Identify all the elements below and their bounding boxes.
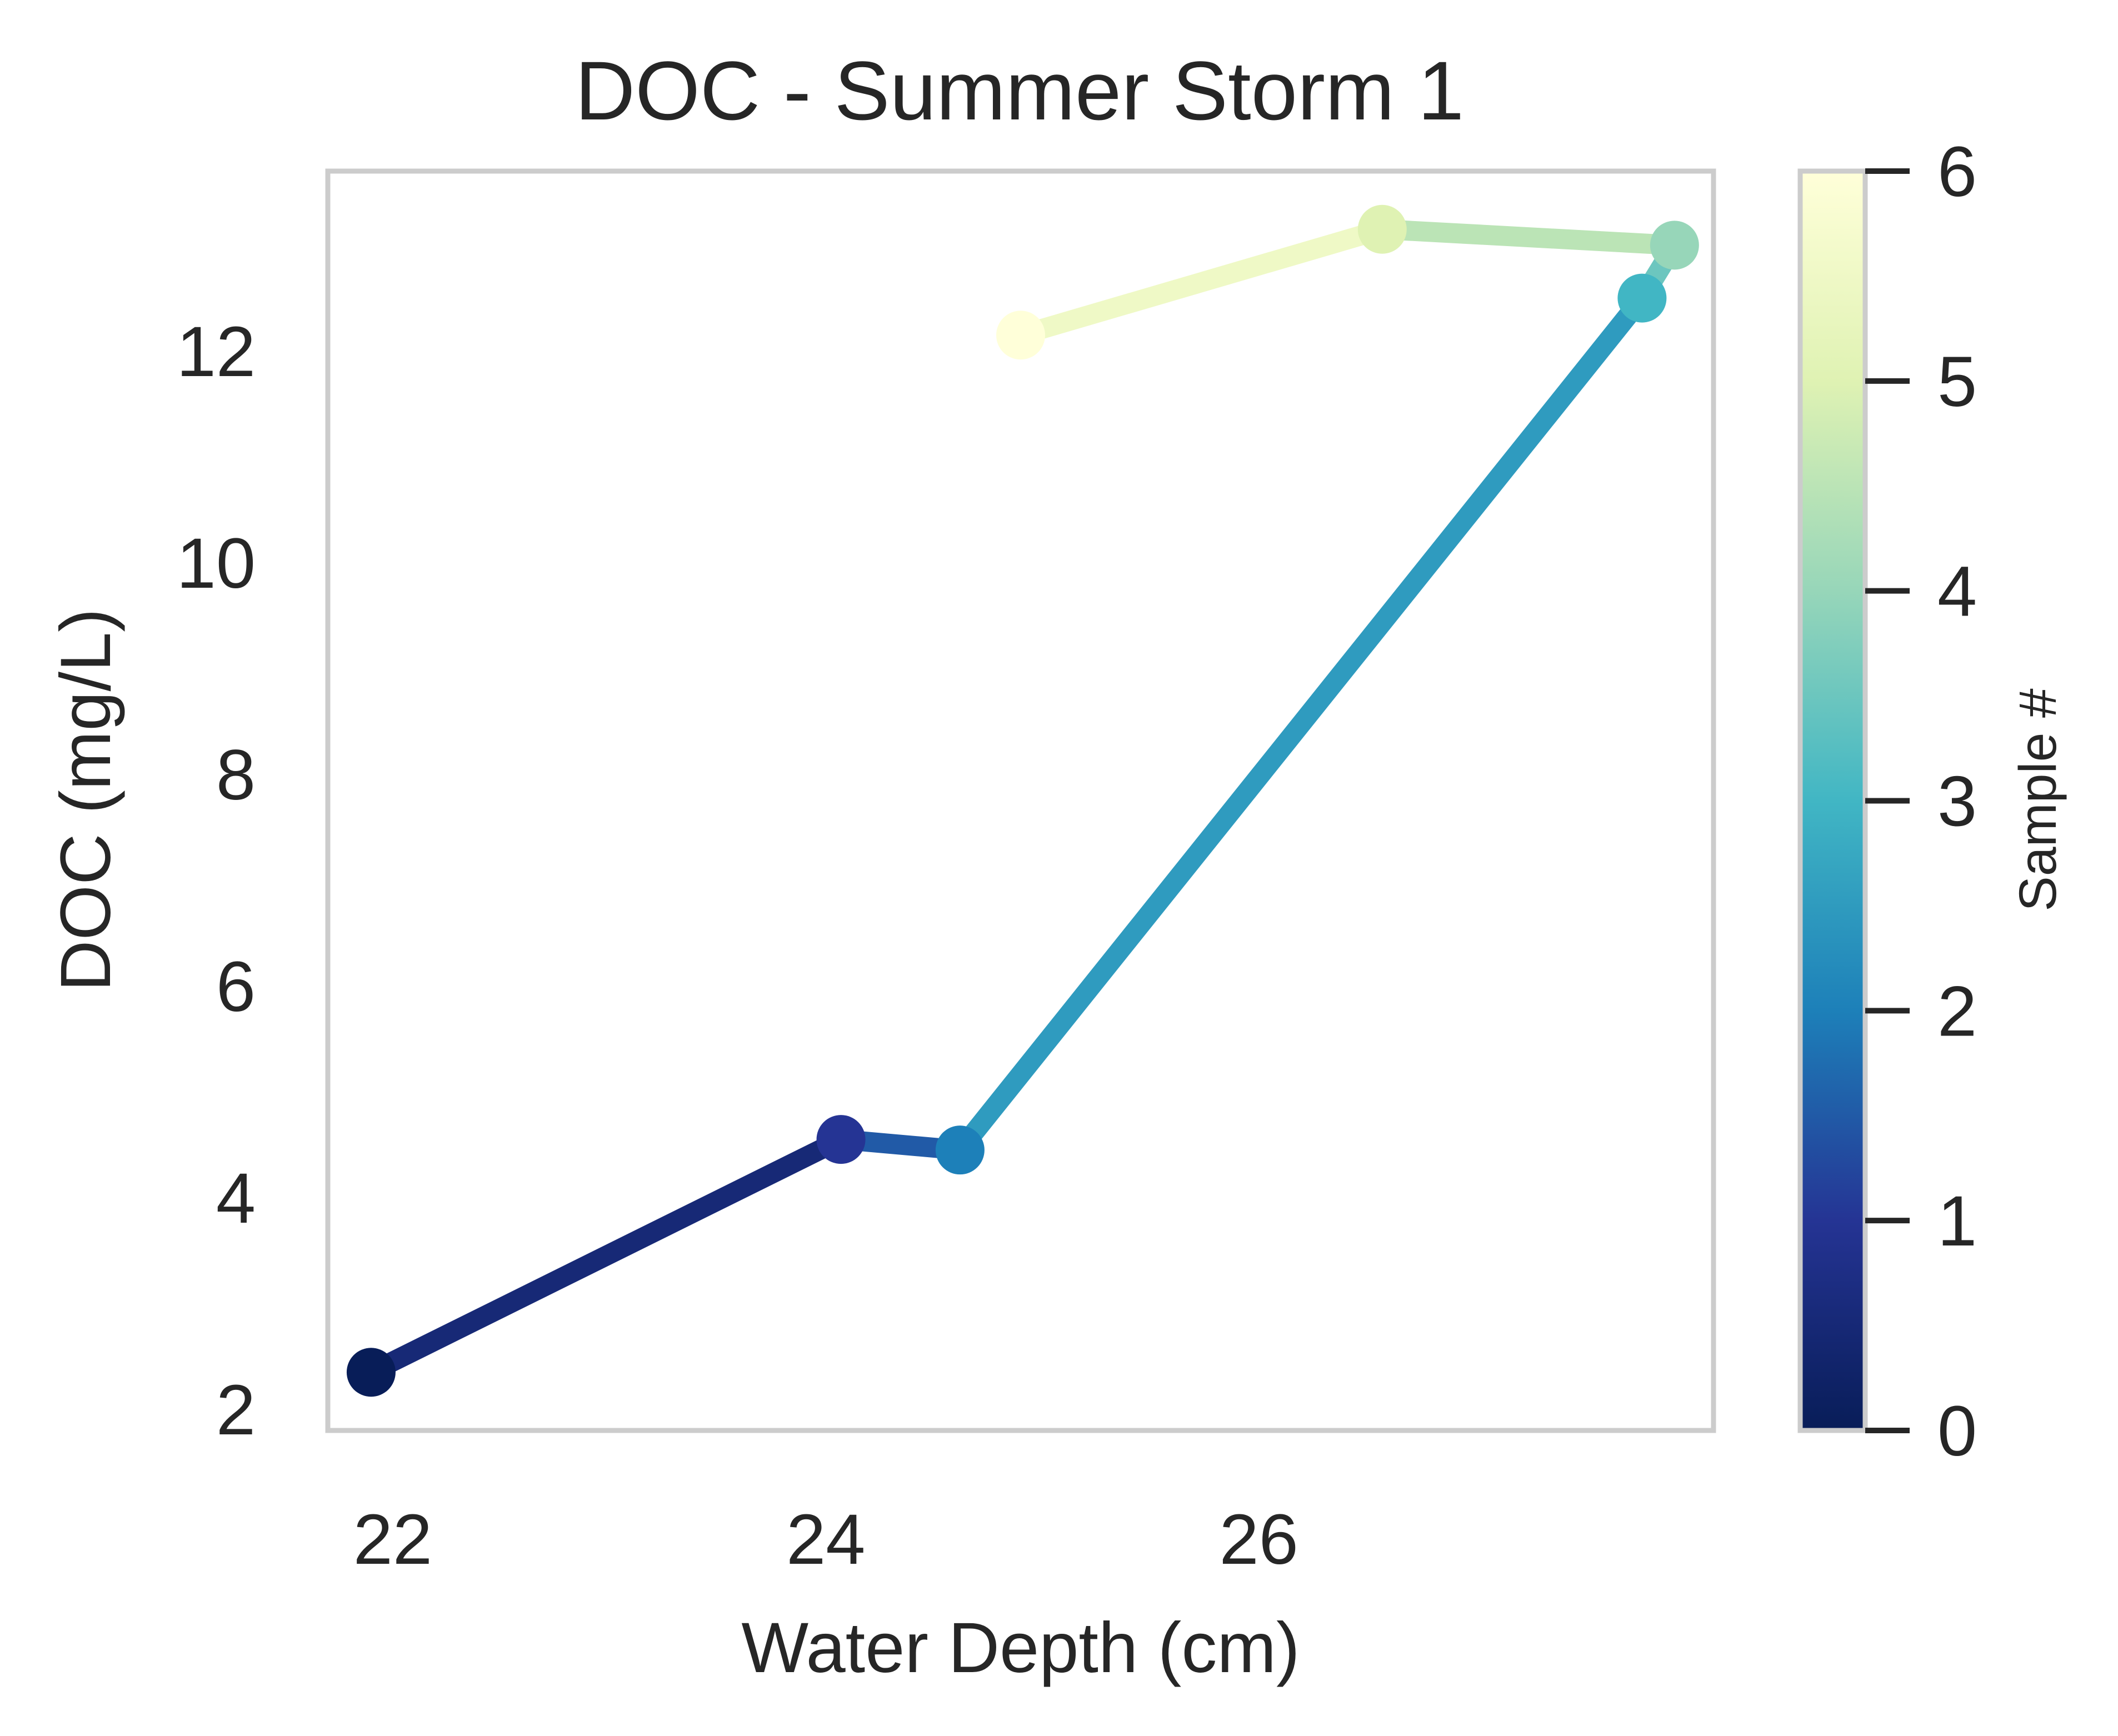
line-segment	[1381, 219, 1675, 256]
marker-series	[346, 204, 1699, 1397]
x-axis-label: Water Depth (cm)	[741, 1608, 1300, 1688]
line-series	[366, 219, 1684, 1382]
y-tick-label: 12	[177, 312, 256, 392]
y-tick-label: 4	[216, 1159, 256, 1238]
data-point	[1650, 221, 1699, 270]
colorbar	[1797, 168, 1868, 1433]
y-axis-ticks: 2 4 6 8 10 12	[177, 312, 256, 1450]
colorbar-tick-label: 3	[1937, 762, 1977, 842]
data-point	[1617, 273, 1667, 323]
chart-title: DOC - Summer Storm 1	[575, 44, 1464, 137]
y-tick-label: 10	[177, 524, 256, 603]
colorbar-ticks: 0 1 2 3 4 5 6	[1865, 132, 1977, 1471]
x-axis-ticks: 22 24 26	[353, 1500, 1298, 1579]
line-segment	[1017, 219, 1385, 345]
x-tick-label: 24	[786, 1500, 865, 1579]
x-tick-label: 22	[353, 1500, 432, 1579]
y-tick-label: 6	[216, 947, 256, 1027]
y-axis-label: DOC (mg/L)	[46, 608, 126, 992]
y-tick-label: 2	[216, 1370, 256, 1450]
colorbar-tick-label: 4	[1937, 552, 1977, 632]
data-point	[816, 1115, 866, 1164]
colorbar-tick-label: 5	[1937, 342, 1977, 422]
plot-area	[325, 168, 1716, 1433]
data-point	[346, 1348, 396, 1397]
colorbar-tick-label: 6	[1937, 132, 1977, 212]
colorbar-tick-label: 0	[1937, 1392, 1977, 1471]
line-segment	[366, 1130, 846, 1382]
line-segment	[952, 292, 1650, 1157]
x-tick-label: 26	[1219, 1500, 1298, 1579]
colorbar-tick-label: 1	[1937, 1182, 1977, 1261]
colorbar-tick-label: 2	[1937, 972, 1977, 1051]
data-point	[935, 1125, 985, 1175]
colorbar-label: Sample #	[2009, 688, 2067, 912]
data-point	[996, 311, 1045, 360]
y-tick-label: 8	[216, 736, 256, 815]
data-point	[1357, 204, 1407, 254]
